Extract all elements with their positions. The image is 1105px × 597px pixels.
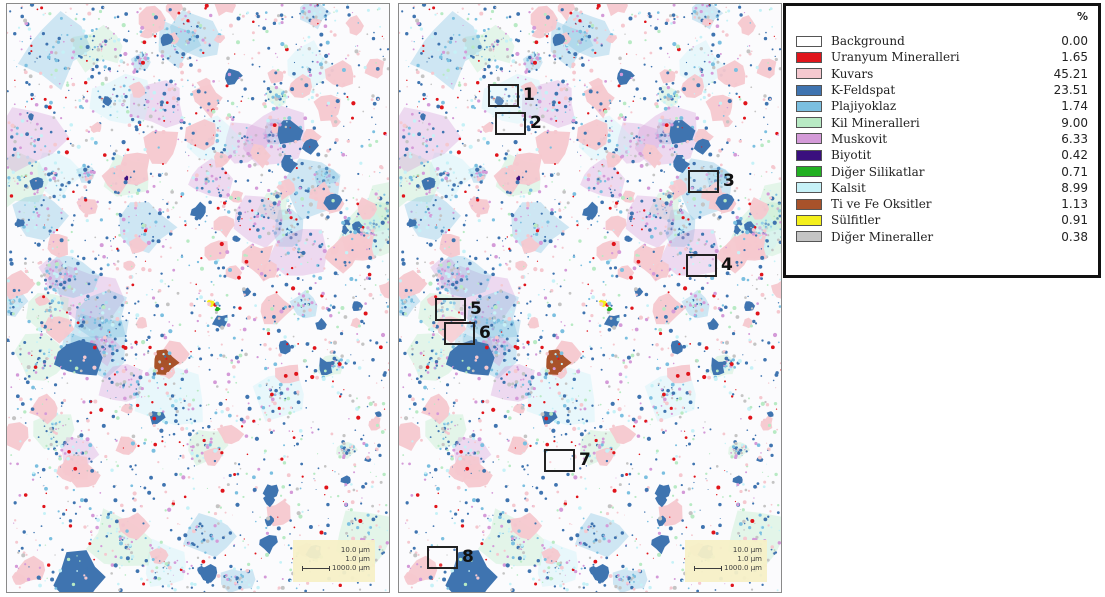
scale-line-2: 1.0 μm [737, 555, 762, 563]
mineral-name: Sülfitler [831, 213, 881, 228]
legend-row-kuvars: Kuvars 45.21 [796, 66, 1088, 82]
color-swatch [796, 100, 822, 112]
legend-row-sulfitler: Sülfitler 0.91 [796, 212, 1088, 228]
mineral-percent: 1.13 [1061, 197, 1088, 212]
mineral-percent: 23.51 [1053, 83, 1088, 98]
color-swatch [796, 84, 822, 96]
marker-label: 3 [723, 171, 735, 191]
mineral-percent: 1.65 [1061, 50, 1088, 65]
marker-box [488, 84, 519, 107]
legend-row-kalsit: Kalsit 8.99 [796, 180, 1088, 196]
mineral-name: Kil Mineralleri [831, 115, 920, 130]
mineral-percent: 9.00 [1061, 115, 1088, 130]
marker-label: 4 [721, 255, 733, 275]
mineral-name: Muskovit [831, 131, 888, 146]
mineral-percent: 6.33 [1061, 131, 1088, 146]
scale-line-2: 1.0 μm [345, 555, 370, 563]
color-swatch [796, 166, 822, 178]
mineral-percent: 0.71 [1061, 164, 1088, 179]
mineral-map-left: 10.0 μm 1.0 μm 1000.0 μm [6, 3, 390, 593]
color-swatch [796, 117, 822, 129]
legend-row-diger-mineraller: Diğer Mineraller 0.38 [796, 229, 1088, 245]
mineral-map-image [7, 4, 389, 592]
legend-row-background: Background 0.00 [796, 33, 1088, 49]
mineral-name: Ti ve Fe Oksitler [831, 197, 932, 212]
mineral-percent: 45.21 [1053, 66, 1088, 81]
mineral-percent: 0.91 [1061, 213, 1088, 228]
mineral-name: Diğer Mineraller [831, 229, 934, 244]
color-swatch [796, 149, 822, 161]
legend-row-uranyum-mineralleri: Uranyum Mineralleri 1.65 [796, 49, 1088, 65]
scale-bar [694, 565, 722, 571]
scale-legend: 10.0 μm 1.0 μm 1000.0 μm [293, 540, 375, 582]
mineral-percent: 0.00 [1061, 34, 1088, 49]
legend-row-kil-mineralleri: Kil Mineralleri 9.00 [796, 114, 1088, 130]
marker-label: 8 [462, 547, 474, 567]
scale-legend: 10.0 μm 1.0 μm 1000.0 μm [685, 540, 767, 582]
mineral-percent: 1.74 [1061, 99, 1088, 114]
marker-box [435, 298, 466, 321]
color-swatch [796, 214, 822, 226]
legend-row-muskovit: Muskovit 6.33 [796, 131, 1088, 147]
scale-line-3: 1000.0 μm [332, 564, 370, 572]
mineral-name: Background [831, 34, 905, 49]
legend-row-plajiyoklaz: Plajiyoklaz 1.74 [796, 98, 1088, 114]
marker-box [495, 112, 526, 135]
color-swatch [796, 231, 822, 243]
color-swatch [796, 51, 822, 63]
mineral-name: Biyotit [831, 148, 872, 163]
mineral-percent: 0.42 [1061, 148, 1088, 163]
color-swatch [796, 133, 822, 145]
legend-row-ti-fe-oksitler: Ti ve Fe Oksitler 1.13 [796, 196, 1088, 212]
marker-label: 6 [479, 323, 491, 343]
marker-box [427, 546, 458, 569]
marker-label: 2 [530, 113, 542, 133]
legend-row-biyotit: Biyotit 0.42 [796, 147, 1088, 163]
marker-box [688, 170, 719, 193]
scale-line-3: 1000.0 μm [724, 564, 762, 572]
color-swatch [796, 35, 822, 47]
marker-box [544, 449, 575, 472]
marker-box [686, 254, 717, 277]
mineral-percent: 0.38 [1061, 229, 1088, 244]
mineral-name: Kalsit [831, 180, 866, 195]
legend-rows: Background 0.00 Uranyum Mineralleri 1.65… [796, 33, 1088, 245]
marker-label: 1 [523, 85, 535, 105]
marker-box [444, 322, 475, 345]
mineral-name: Diğer Silikatlar [831, 164, 925, 179]
scale-bar [302, 565, 330, 571]
mineral-map-right: 1 2 3 4 5 6 7 8 10.0 μm 1.0 μm 1000.0 μm [398, 3, 782, 593]
marker-label: 7 [579, 450, 591, 470]
legend-row-k-feldspat: K-Feldspat 23.51 [796, 82, 1088, 98]
mineral-name: Kuvars [831, 66, 874, 81]
mineral-name: K-Feldspat [831, 83, 896, 98]
scale-line-1: 10.0 μm [340, 546, 370, 554]
mineral-name: Plajiyoklaz [831, 99, 897, 114]
mineral-legend: % Background 0.00 Uranyum Mineralleri 1.… [783, 3, 1101, 278]
mineral-percent: 8.99 [1061, 180, 1088, 195]
scale-line-1: 10.0 μm [732, 546, 762, 554]
color-swatch [796, 198, 822, 210]
color-swatch [796, 182, 822, 194]
color-swatch [796, 68, 822, 80]
legend-row-diger-silikatlar: Diğer Silikatlar 0.71 [796, 163, 1088, 179]
marker-label: 5 [470, 299, 482, 319]
mineral-name: Uranyum Mineralleri [831, 50, 960, 65]
percent-header: % [1076, 10, 1088, 23]
